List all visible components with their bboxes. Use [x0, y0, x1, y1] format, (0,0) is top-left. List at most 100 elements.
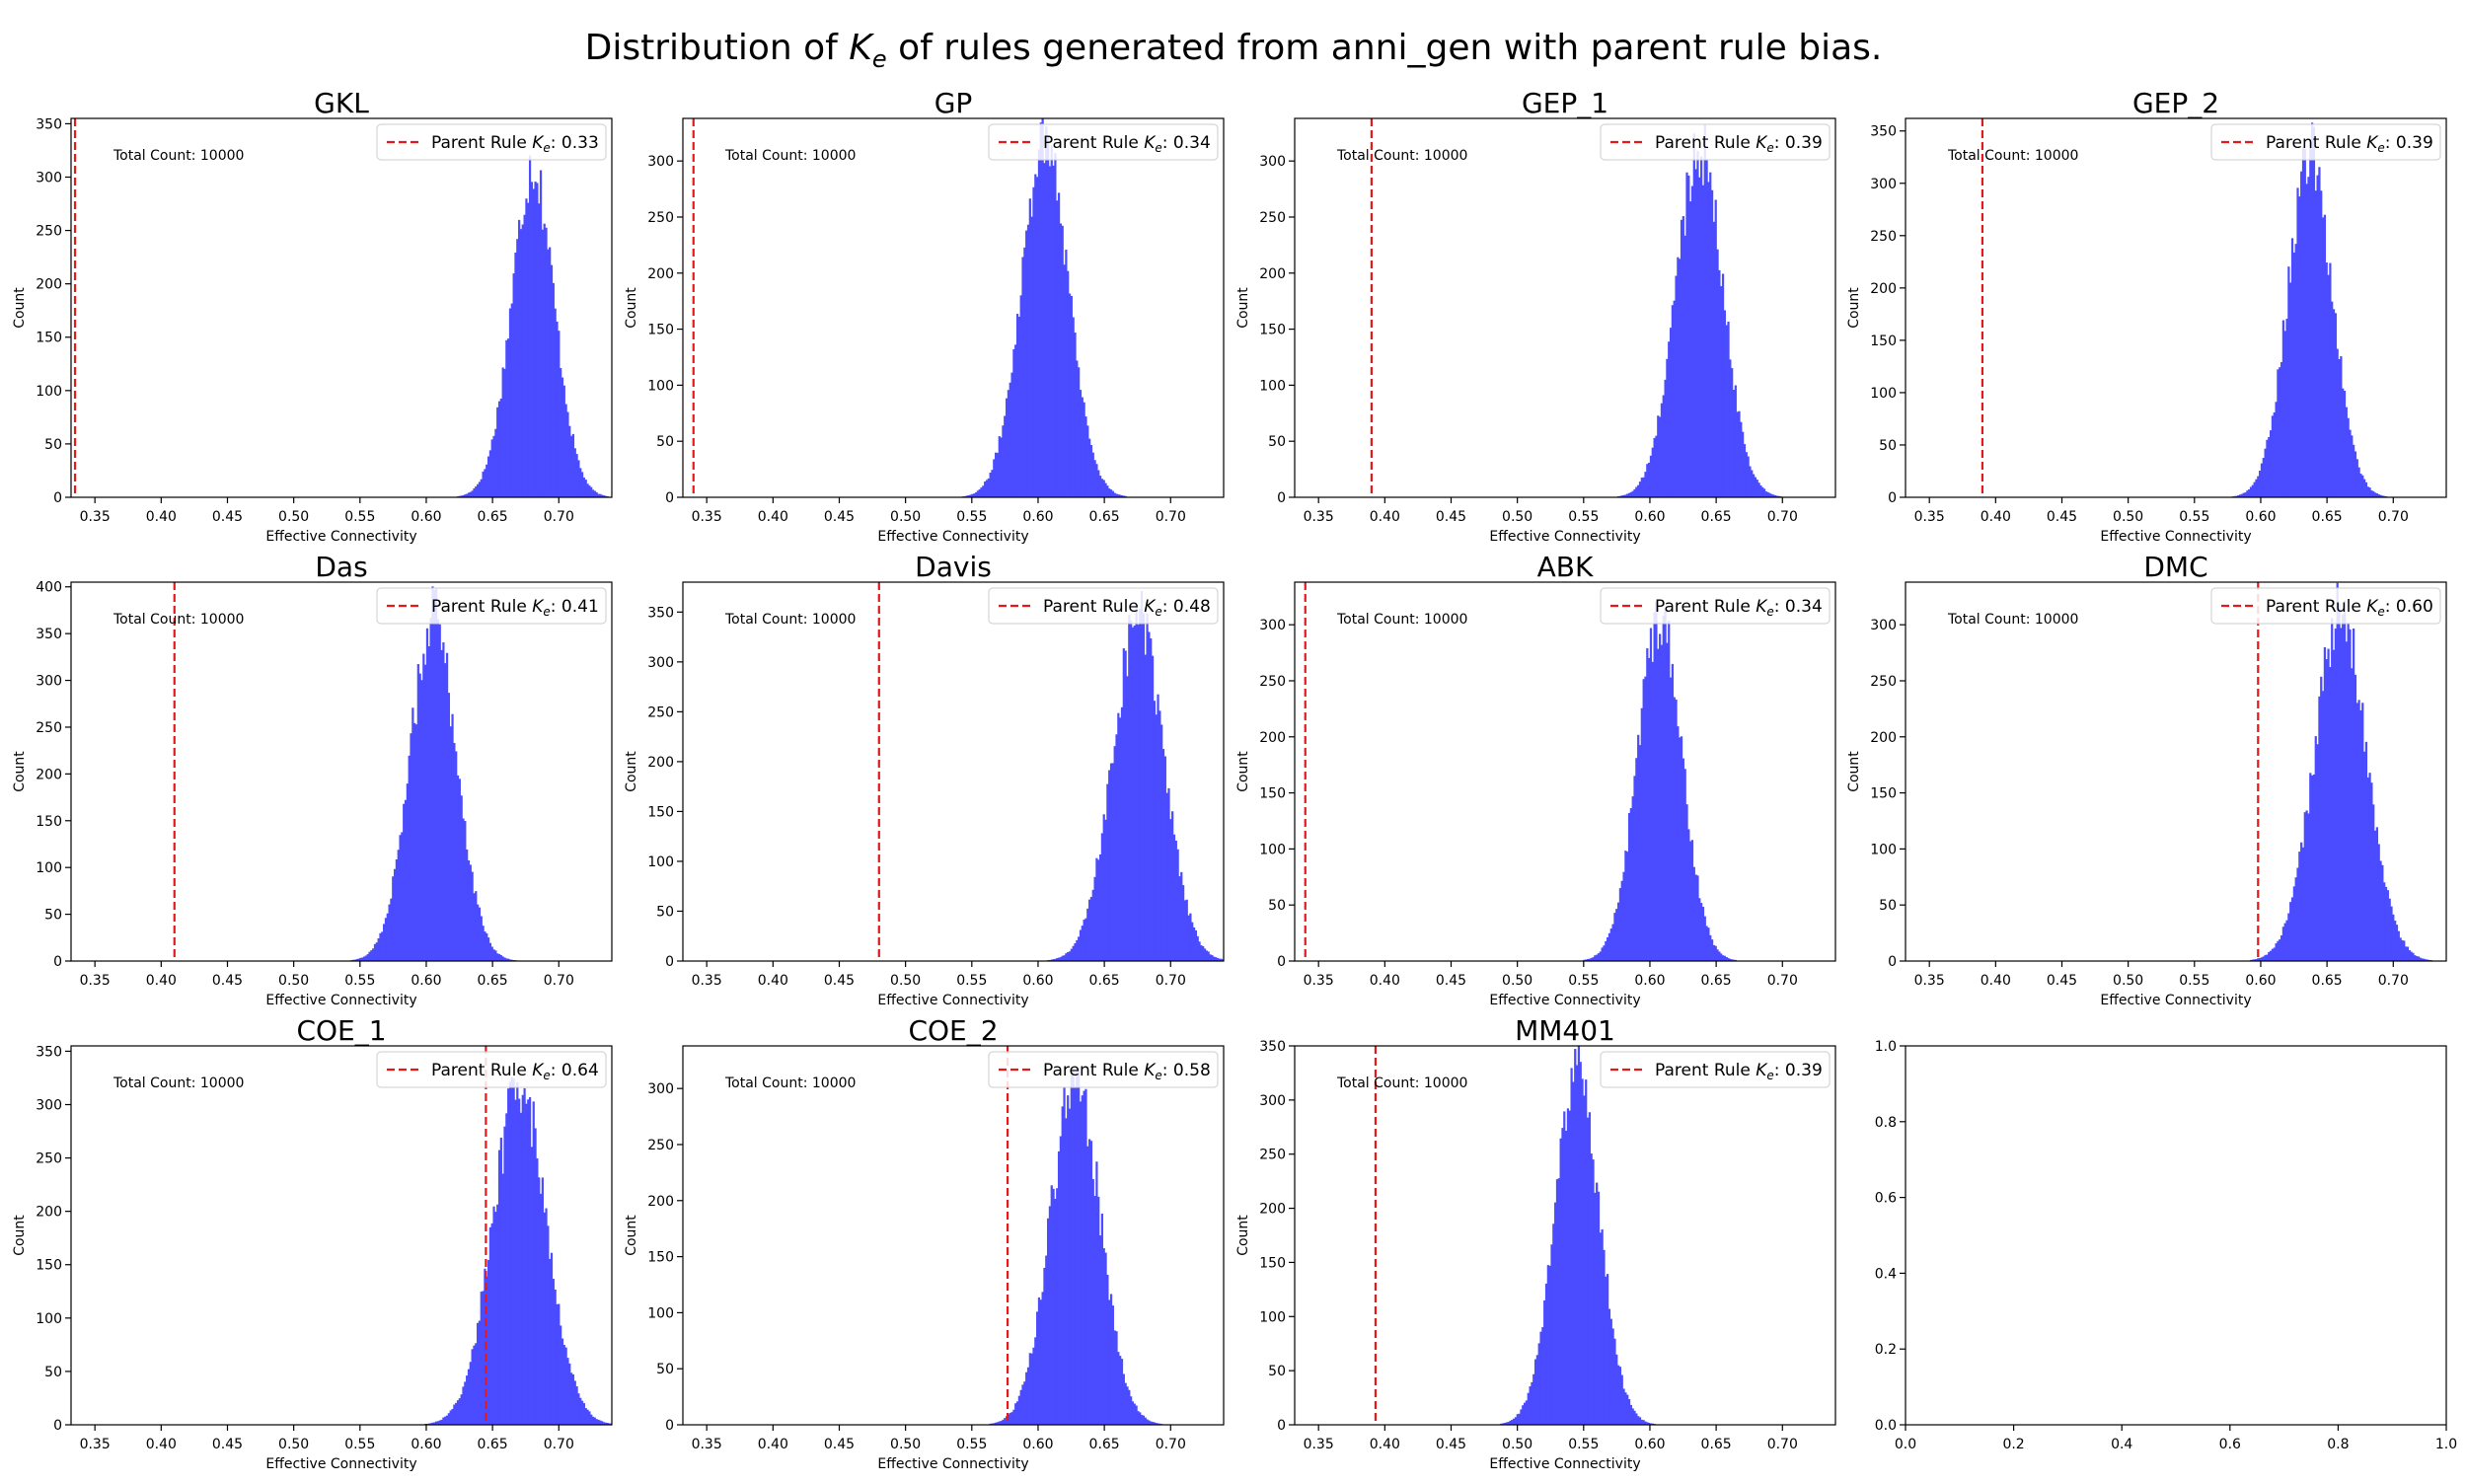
histogram-bar — [562, 385, 565, 497]
legend-subscript: e — [1155, 141, 1161, 155]
histogram-bar — [1059, 223, 1062, 498]
histogram-bar — [556, 1303, 559, 1425]
histogram-bar — [1079, 390, 1083, 497]
histogram-bar — [1516, 1414, 1519, 1425]
histogram-bar — [1502, 1423, 1505, 1425]
histogram-bar — [595, 491, 598, 497]
histogram-bar — [2408, 949, 2411, 961]
histogram-bar — [2248, 489, 2251, 497]
histogram-bar — [2271, 948, 2275, 961]
histogram-bar — [1157, 1423, 1159, 1425]
y-tick-label: 300 — [1259, 618, 1286, 633]
y-tick-label: 350 — [36, 1044, 62, 1060]
histogram-bar — [362, 956, 366, 961]
legend-subscript: e — [2377, 141, 2384, 155]
histogram-bar — [2372, 490, 2375, 497]
histogram-bar — [610, 1423, 613, 1425]
histogram-bar — [2311, 775, 2314, 961]
histogram-bar — [1671, 305, 1674, 497]
histogram-bar — [1662, 616, 1665, 961]
y-tick-label: 50 — [1879, 438, 1897, 454]
histogram-bar — [1109, 489, 1113, 497]
histogram-bar — [1032, 186, 1035, 498]
y-tick-label: 50 — [1268, 1364, 1286, 1379]
histogram-bar — [2342, 614, 2345, 961]
histogram-bar — [424, 664, 427, 961]
histogram-bar — [1738, 410, 1741, 497]
total-count-annotation: Total Count: 10000 — [1947, 612, 2078, 628]
y-tick-label: 0 — [1888, 954, 1897, 970]
histogram-bar — [2343, 600, 2347, 961]
histogram-bar — [1585, 959, 1588, 961]
x-tick-label: 0.65 — [1089, 509, 1120, 525]
histogram-bar — [1142, 613, 1146, 961]
legend-box — [376, 123, 607, 161]
histogram-bar — [1025, 230, 1028, 497]
histogram-bar — [1202, 945, 1205, 961]
legend-subscript: e — [543, 1069, 550, 1082]
x-tick-label: 0.65 — [1089, 1437, 1120, 1452]
histogram-bar — [401, 832, 404, 961]
histogram-bar — [357, 958, 360, 961]
y-tick-label: 50 — [44, 1365, 62, 1380]
histogram-bar — [2253, 482, 2256, 497]
histogram-bar — [601, 1421, 604, 1425]
histogram-bar — [1700, 903, 1703, 961]
axes-frame — [70, 117, 613, 498]
x-tick-label: 0.35 — [692, 1437, 722, 1452]
histogram-bar — [560, 368, 562, 497]
histogram-bar — [2327, 648, 2330, 961]
histogram-bar — [1618, 1367, 1622, 1425]
histogram-bar — [2394, 921, 2397, 961]
histogram-bar — [2334, 313, 2337, 497]
histogram-bar — [467, 859, 471, 961]
histogram-bar — [433, 589, 436, 961]
histogram-bar — [427, 1423, 430, 1425]
histogram-bar — [1070, 295, 1073, 497]
histogram-bar — [1061, 225, 1064, 497]
histogram-bar — [1603, 945, 1606, 961]
histogram-bar — [2397, 930, 2400, 961]
histogram-bar — [486, 1259, 490, 1425]
legend-separator: : — [1774, 133, 1785, 153]
y-tick-label: 100 — [1870, 386, 1897, 402]
histogram-bar — [1642, 477, 1645, 497]
histogram-bar — [393, 868, 397, 961]
histogram-bar — [1712, 221, 1716, 498]
histogram-bar — [2235, 495, 2238, 497]
histogram-bar — [1583, 959, 1586, 961]
histogram-bar — [449, 726, 452, 961]
histogram-bar — [1097, 859, 1100, 961]
histogram-bar — [1743, 444, 1747, 497]
histogram-bar — [1012, 348, 1015, 497]
histogram-bar — [1023, 247, 1026, 497]
histogram-bar — [527, 1099, 530, 1425]
x-tick-label: 0.50 — [1502, 973, 1533, 989]
axes-frame — [70, 581, 613, 962]
histogram-bar — [1102, 480, 1105, 497]
histogram-bar — [2262, 956, 2265, 961]
histogram-bar — [395, 858, 399, 961]
histogram-bar — [1707, 182, 1710, 497]
histogram-bar — [411, 707, 414, 961]
histogram-bar — [1682, 758, 1684, 961]
histogram-bar — [1091, 452, 1094, 497]
histogram-bar — [1772, 494, 1775, 497]
histogram-bar — [1191, 922, 1194, 961]
histogram-bar — [2334, 629, 2337, 961]
histogram-bar — [1196, 935, 1199, 961]
histogram-bar — [388, 904, 391, 961]
legend: Parent Rule Ke: 0.39 — [1600, 123, 1831, 161]
total-count-annotation: Total Count: 10000 — [1336, 1076, 1467, 1091]
histogram-bar — [467, 492, 471, 497]
x-tick-label: 0.35 — [692, 509, 722, 525]
histogram-bar — [590, 486, 593, 497]
y-tick-label: 200 — [1870, 730, 1897, 746]
histogram-bar — [1594, 955, 1597, 961]
histogram-bar — [1028, 198, 1031, 498]
histogram-bar — [1015, 1401, 1019, 1425]
y-tick-label: 300 — [36, 170, 62, 186]
histogram-bar — [1649, 1423, 1653, 1425]
histogram-bar — [1130, 1396, 1133, 1425]
histogram-bar — [2361, 703, 2364, 961]
